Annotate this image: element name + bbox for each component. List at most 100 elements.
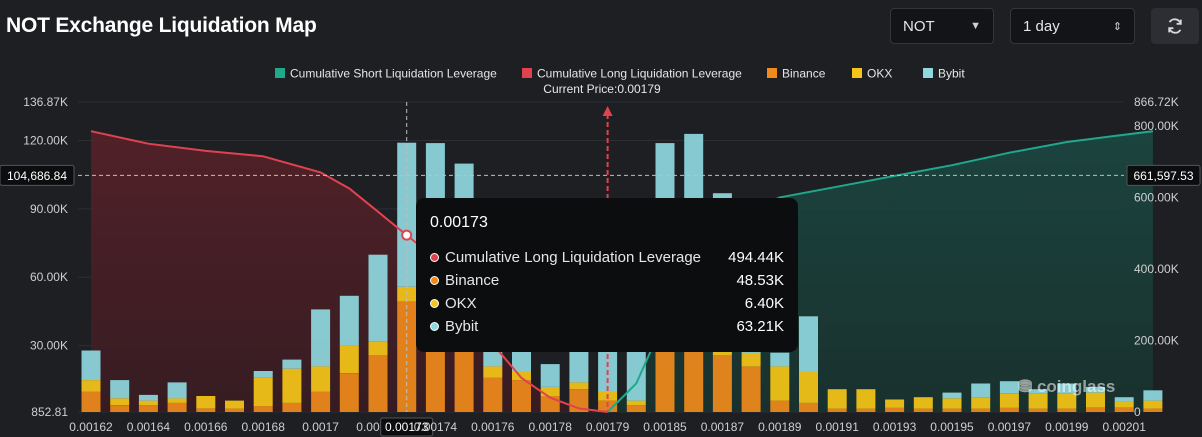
x-axis-tick: 0.00199: [1045, 420, 1089, 434]
tooltip-row-value: 6.40K: [744, 295, 784, 312]
bar-bybit: [368, 254, 388, 342]
bar-binance: [1086, 407, 1105, 412]
bar-okx: [999, 393, 1019, 408]
tooltip-row-label: Binance: [445, 272, 500, 289]
bar-bybit: [253, 371, 273, 378]
bar-binance: [110, 405, 130, 412]
bar-okx: [885, 399, 905, 408]
bar-bybit: [311, 309, 331, 367]
x-axis-tick: 0.00174: [414, 420, 458, 434]
x-axis-tick: 0.00191: [816, 420, 860, 434]
hover-point: [401, 229, 413, 241]
time-range-value: 1 day: [1023, 17, 1060, 35]
bar-okx: [138, 400, 158, 406]
bar-binance: [138, 405, 158, 412]
refresh-button[interactable]: [1151, 8, 1199, 44]
binance-dot-icon: [430, 276, 439, 285]
left-axis-tick: 60.00K: [30, 270, 68, 284]
bybit-dot-icon: [430, 322, 439, 331]
bar-binance: [1057, 408, 1077, 412]
legend-swatch: [923, 68, 933, 78]
tooltip-row-label: Cumulative Long Liquidation Leverage: [445, 249, 702, 266]
legend-label: OKX: [867, 67, 892, 81]
x-axis-tick: 0.00185: [643, 420, 687, 434]
bar-binance: [1028, 408, 1048, 412]
left-crosshair-badge: [0, 164, 75, 186]
bar-binance: [81, 391, 101, 412]
x-axis-tick: 0.00195: [930, 420, 974, 434]
bar-okx: [913, 397, 933, 409]
x-axis-tick: 0.00178: [529, 420, 573, 434]
bar-okx: [569, 382, 589, 390]
right-axis-tick: 200.00K: [1134, 333, 1179, 347]
bar-okx: [770, 366, 790, 401]
bar-binance: [999, 407, 1019, 412]
legend-label: Binance: [782, 67, 826, 81]
bar-bybit: [569, 348, 589, 383]
legend-swatch: [767, 68, 777, 78]
legend-swatch: [522, 68, 532, 78]
chart-tooltip: 0.00173 Cumulative Long Liquidation Leve…: [416, 198, 798, 352]
bar-binance: [196, 408, 216, 412]
bar-binance: [856, 408, 876, 412]
legend-swatch: [275, 68, 285, 78]
current-price-arrow-icon: [602, 106, 613, 116]
bar-binance: [741, 366, 761, 412]
x-axis-tick: 0.00179: [586, 420, 630, 434]
bar-okx: [1114, 401, 1134, 408]
bar-bybit: [1086, 386, 1105, 393]
bar-okx: [1086, 392, 1105, 408]
right-axis-tick: 0: [1134, 405, 1141, 419]
x-axis-tick: 0.00162: [69, 420, 113, 434]
watermark-text: coinglass: [1036, 377, 1116, 396]
bar-okx: [741, 352, 761, 367]
bar-okx: [253, 377, 273, 407]
x-crosshair-badge: [380, 417, 434, 437]
left-crosshair-label: 104,686.84: [7, 169, 67, 183]
x-axis-tick: 0.00197: [988, 420, 1032, 434]
bar-okx: [512, 371, 531, 381]
bar-binance: [512, 380, 531, 412]
left-axis-tick: 30.00K: [30, 339, 68, 353]
bar-bybit: [282, 359, 302, 369]
time-range-select[interactable]: 1 day ⇕: [1010, 8, 1135, 44]
bar-okx: [1028, 393, 1048, 409]
bar-binance: [799, 402, 818, 412]
bar-bybit: [626, 343, 646, 401]
page-title: NOT Exchange Liquidation Map: [6, 14, 317, 37]
bar-binance: [282, 402, 302, 412]
crosshair-markers: [78, 102, 1124, 412]
legend-swatch: [852, 68, 862, 78]
left-axis-tick: 90.00K: [30, 202, 68, 216]
right-axis-tick: 600.00K: [1134, 190, 1179, 204]
bar-okx: [799, 371, 818, 403]
tooltip-row-label: Bybit: [445, 318, 479, 335]
bar-okx: [368, 341, 388, 355]
bar-binance: [1114, 407, 1134, 412]
x-axis-tick: 0.00187: [701, 420, 745, 434]
bar-okx: [540, 386, 560, 396]
legend-label: Cumulative Long Liquidation Leverage: [537, 67, 742, 81]
tooltip-row-value: 63.21K: [736, 318, 784, 335]
bar-bybit: [770, 352, 790, 367]
bar-binance: [253, 406, 273, 412]
x-crosshair-label: 0.00173: [385, 420, 429, 434]
tooltip-row-okx: OKX 6.40K: [430, 292, 784, 315]
right-crosshair-badge: [1126, 164, 1201, 186]
x-axis-tick: 0.00166: [184, 420, 228, 434]
tooltip-row-binance: Binance 48.53K: [430, 269, 784, 292]
bar-okx: [971, 397, 991, 409]
bar-bybit: [1143, 390, 1163, 401]
legend-label: Bybit: [938, 67, 965, 81]
bar-okx: [1057, 393, 1077, 409]
x-axis-tick: 0.00168: [242, 420, 286, 434]
left-axis-tick: 852.81: [31, 405, 68, 419]
bar-binance: [684, 343, 704, 412]
bar-okx: [339, 345, 359, 374]
legend-label: Cumulative Short Liquidation Leverage: [290, 67, 497, 81]
coin-select[interactable]: NOT ▼: [890, 8, 994, 44]
bar-bybit: [81, 350, 101, 381]
bar-okx: [942, 398, 962, 409]
current-price-label: Current Price:0.00179: [543, 82, 661, 96]
watermark: ⛃ coinglass: [1018, 377, 1116, 396]
